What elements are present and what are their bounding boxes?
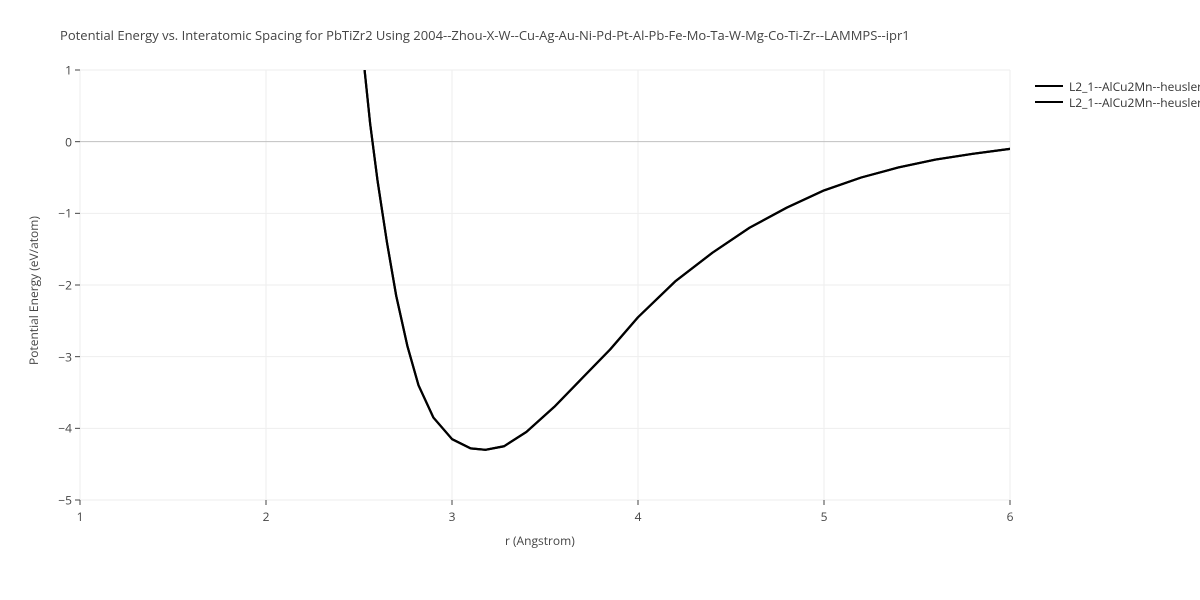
x-tick-label: 6 (1007, 508, 1014, 525)
legend-swatch (1035, 85, 1063, 87)
y-tick-label: −4 (52, 420, 72, 437)
series-line-1[interactable] (365, 70, 1010, 450)
y-tick-label: −1 (52, 205, 72, 222)
legend[interactable]: L2_1--AlCu2Mn--heuslerL2_1--AlCu2Mn--heu… (1035, 78, 1200, 110)
x-tick-label: 4 (635, 508, 642, 525)
y-axis-label: Potential Energy (eV/atom) (25, 216, 42, 365)
y-tick-label: 0 (52, 133, 72, 150)
y-tick-label: −3 (52, 348, 72, 365)
y-tick-label: 1 (52, 62, 72, 79)
x-tick-label: 2 (263, 508, 270, 525)
y-tick-label: −5 (52, 492, 72, 509)
legend-label: L2_1--AlCu2Mn--heusler (1069, 94, 1200, 111)
legend-item[interactable]: L2_1--AlCu2Mn--heusler (1035, 94, 1200, 110)
series-line-0[interactable] (365, 70, 1010, 450)
legend-label: L2_1--AlCu2Mn--heusler (1069, 78, 1200, 95)
legend-swatch (1035, 101, 1063, 103)
chart-container: { "chart": { "type": "line", "title": "P… (0, 0, 1200, 600)
y-tick-label: −2 (52, 277, 72, 294)
plot-area[interactable] (74, 69, 1011, 506)
legend-item[interactable]: L2_1--AlCu2Mn--heusler (1035, 78, 1200, 94)
x-tick-label: 3 (449, 508, 456, 525)
chart-title: Potential Energy vs. Interatomic Spacing… (60, 26, 910, 44)
x-tick-label: 5 (821, 508, 828, 525)
x-tick-label: 1 (77, 508, 84, 525)
x-axis-label: r (Angstrom) (505, 532, 575, 549)
